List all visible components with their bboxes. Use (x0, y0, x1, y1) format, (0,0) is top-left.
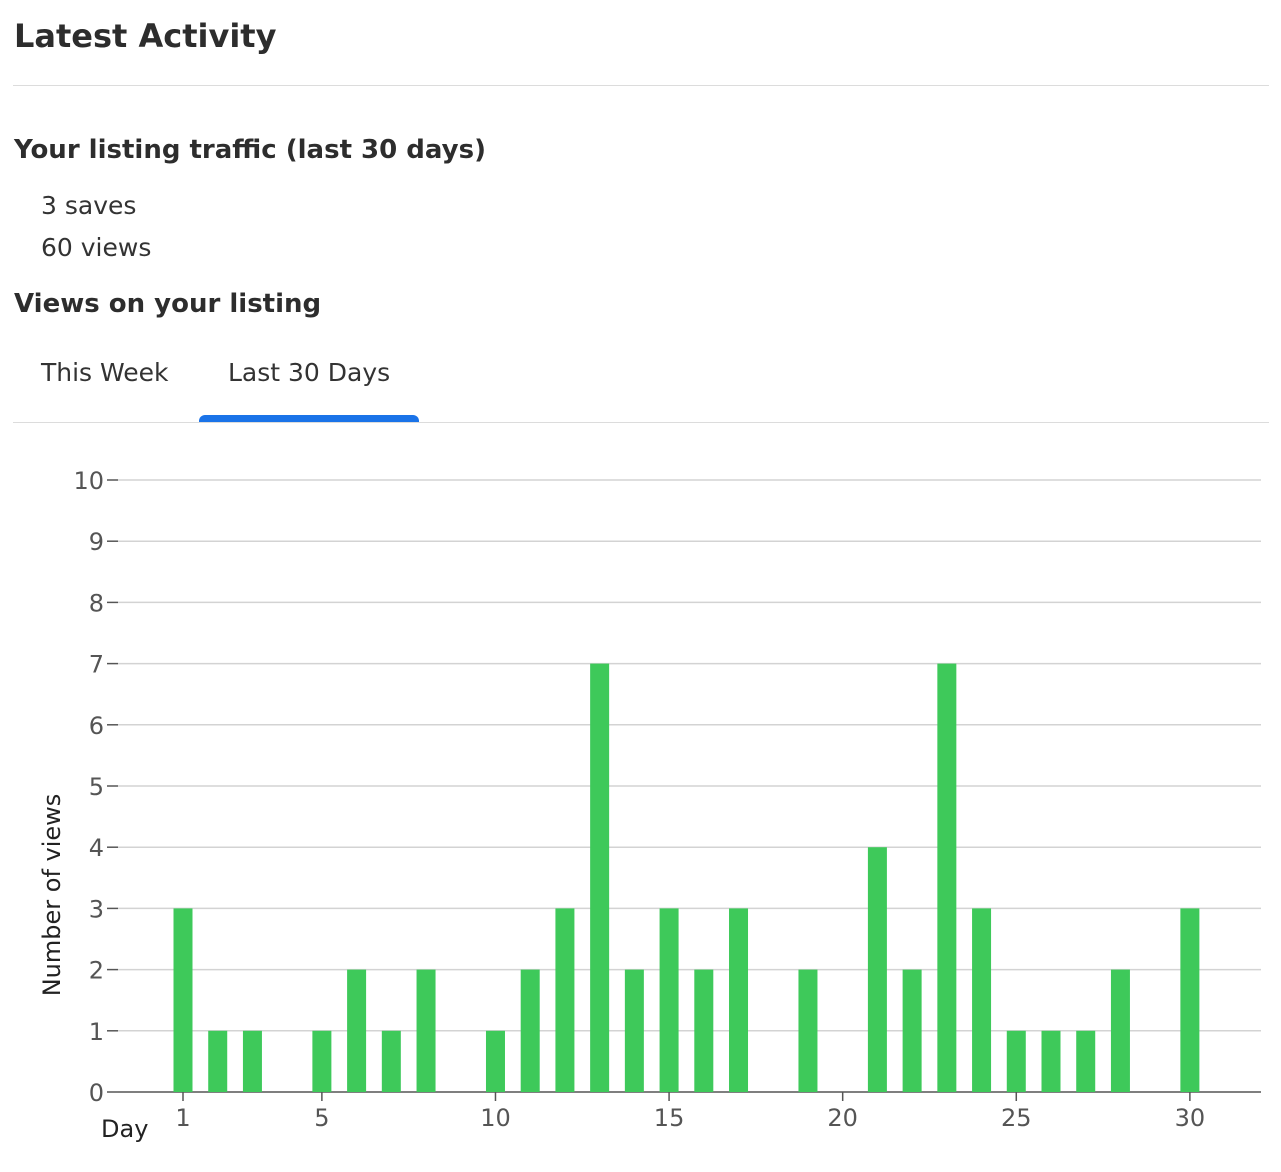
bar-day-27 (1076, 1030, 1096, 1092)
x-tick-label: 5 (314, 1104, 329, 1132)
traffic-heading: Your listing traffic (last 30 days) (14, 135, 486, 165)
y-tick-label: 1 (89, 1018, 104, 1046)
y-tick-label: 3 (89, 895, 104, 923)
views-heading: Views on your listing (14, 289, 322, 319)
bar-day-17 (729, 908, 749, 1092)
bar-day-22 (902, 969, 922, 1092)
x-tick-label: 1 (175, 1104, 190, 1132)
bar-day-3 (242, 1030, 262, 1092)
bar-day-8 (416, 969, 436, 1092)
bar-day-12 (555, 908, 575, 1092)
bar-day-21 (867, 847, 887, 1092)
x-tick-label: 25 (1001, 1104, 1032, 1132)
page-title: Latest Activity (14, 17, 277, 55)
x-axis-title: Day (101, 1115, 148, 1143)
bar-day-2 (208, 1030, 228, 1092)
bar-day-14 (624, 969, 644, 1092)
bar-day-10 (485, 1030, 505, 1092)
y-tick-label: 6 (89, 712, 104, 740)
bar-day-11 (520, 969, 540, 1092)
y-tick-label: 2 (89, 957, 104, 985)
x-tick-label: 20 (827, 1104, 858, 1132)
bars (173, 663, 1200, 1092)
header-divider (13, 85, 1269, 86)
y-axis: 0 1 2 3 4 5 6 7 8 9 10 (73, 467, 118, 1107)
y-tick-label: 5 (89, 773, 104, 801)
bar-day-25 (1006, 1030, 1026, 1092)
bar-day-1 (173, 908, 193, 1092)
bar-day-28 (1110, 969, 1130, 1092)
y-tick-label: 8 (89, 589, 104, 617)
bar-day-19 (798, 969, 818, 1092)
saves-count: 3 saves (41, 191, 137, 220)
chart-grid (118, 479, 1261, 1093)
bar-day-16 (694, 969, 714, 1092)
bar-day-24 (972, 908, 992, 1092)
bar-day-26 (1041, 1030, 1061, 1092)
x-axis: 1 5 10 15 20 25 30 (175, 1092, 1205, 1132)
x-tick-label: 10 (480, 1104, 511, 1132)
y-tick-label: 0 (89, 1079, 104, 1107)
y-tick-label: 7 (89, 651, 104, 679)
y-axis-title: Number of views (38, 794, 66, 997)
views-count: 60 views (41, 233, 152, 262)
tab-last-30-days[interactable]: Last 30 Days (228, 358, 391, 387)
y-tick-label: 9 (89, 528, 104, 556)
y-tick-label: 10 (73, 467, 104, 495)
bar-day-13 (590, 663, 610, 1092)
bar-day-6 (347, 969, 367, 1092)
tabs-divider (13, 422, 1269, 423)
bar-day-23 (937, 663, 957, 1092)
range-tabs: This Week Last 30 Days (13, 340, 613, 423)
y-tick-label: 4 (89, 834, 104, 862)
tab-this-week[interactable]: This Week (41, 358, 169, 387)
bar-day-30 (1180, 908, 1200, 1092)
bar-day-15 (659, 908, 679, 1092)
active-tab-indicator (199, 415, 419, 423)
bar-day-5 (312, 1030, 332, 1092)
bar-day-7 (381, 1030, 401, 1092)
x-tick-label: 15 (654, 1104, 685, 1132)
x-tick-label: 30 (1175, 1104, 1206, 1132)
